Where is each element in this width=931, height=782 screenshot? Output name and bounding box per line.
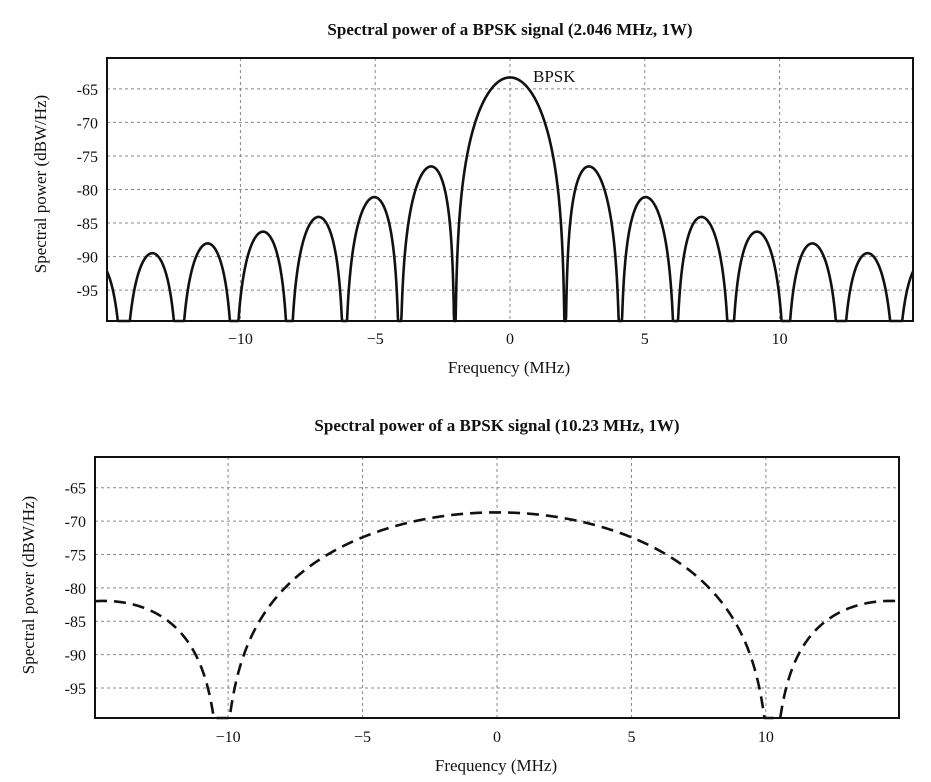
y-tick-label: -95	[65, 681, 86, 698]
x-tick-label: −5	[367, 331, 384, 348]
x-tick-label: −10	[216, 729, 241, 746]
y-tick-label: -65	[77, 82, 98, 99]
x-tick-label: 5	[627, 729, 635, 746]
y-tick-label: -85	[77, 216, 98, 233]
x-tick-label: 10	[772, 331, 788, 348]
chart-title-2: Spectral power of a BPSK signal (10.23 M…	[314, 416, 679, 435]
x-tick-label: −10	[228, 331, 253, 348]
y-tick-label: -90	[77, 250, 98, 267]
y-tick-label: -70	[77, 115, 98, 132]
y-axis-label-1: Spectral power (dBW/Hz)	[31, 95, 50, 273]
y-tick-label: -80	[65, 581, 86, 598]
y-ticks-2: -65 -70 -75 -80 -85 -90 -95	[65, 481, 86, 698]
x-tick-label: −5	[354, 729, 371, 746]
plot-frame-2	[94, 456, 900, 719]
y-tick-label: -90	[65, 648, 86, 665]
x-ticks-1: −10 −5 0 5 10	[228, 331, 788, 348]
y-tick-label: -95	[77, 283, 98, 300]
chart-title-1: Spectral power of a BPSK signal (2.046 M…	[327, 20, 692, 39]
chart-panel-1: Spectral power of a BPSK signal (2.046 M…	[31, 20, 915, 377]
series-line-bpsk-2046	[105, 76, 915, 323]
x-tick-label: 0	[493, 729, 501, 746]
x-tick-label: 0	[506, 331, 514, 348]
y-tick-label: -70	[65, 514, 86, 531]
y-tick-label: -85	[65, 614, 86, 631]
grid-1	[107, 58, 913, 321]
plot-frame-1	[106, 57, 914, 322]
x-axis-label-2: Frequency (MHz)	[435, 756, 557, 775]
y-tick-label: -80	[77, 183, 98, 200]
y-ticks-1: -65 -70 -75 -80 -85 -90 -95	[77, 82, 98, 300]
x-tick-label: 10	[758, 729, 774, 746]
y-tick-label: -75	[65, 547, 86, 564]
y-tick-label: -75	[77, 149, 98, 166]
chart-panel-2: Spectral power of a BPSK signal (10.23 M…	[19, 416, 900, 775]
x-ticks-2: −10 −5 0 5 10	[216, 729, 774, 746]
grid-2	[95, 457, 899, 718]
y-tick-label: -65	[65, 481, 86, 498]
x-axis-label-1: Frequency (MHz)	[448, 358, 570, 377]
series-annotation-bpsk: BPSK	[533, 67, 576, 86]
x-tick-label: 5	[641, 331, 649, 348]
y-axis-label-2: Spectral power (dBW/Hz)	[19, 496, 38, 674]
